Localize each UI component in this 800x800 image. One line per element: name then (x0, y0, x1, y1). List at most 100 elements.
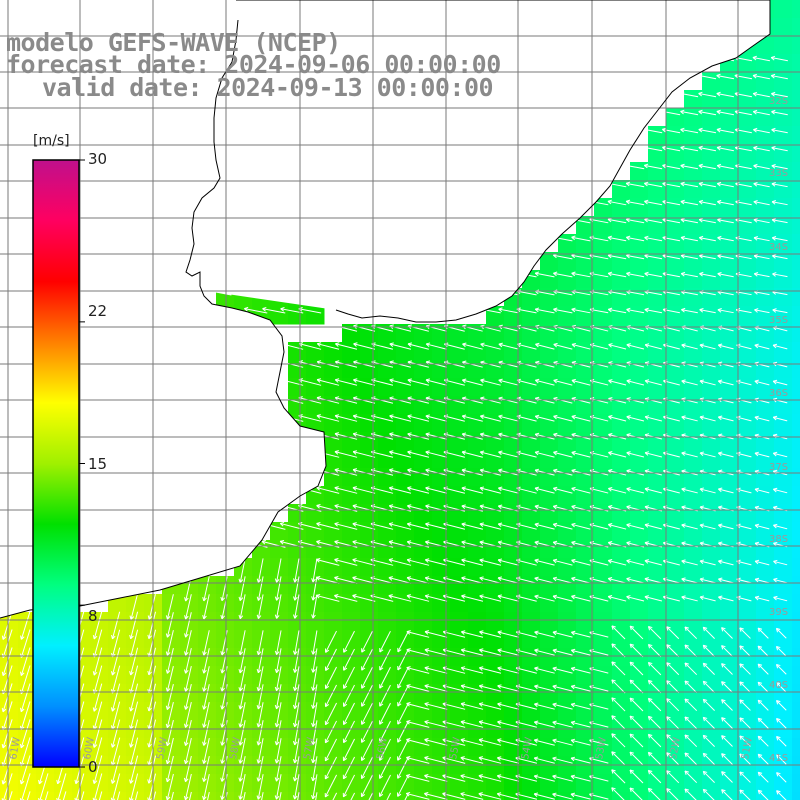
field-cell (738, 540, 757, 559)
wind-arrow (757, 717, 769, 729)
wind-arrow (165, 755, 174, 783)
wind-arrow (479, 648, 502, 656)
wind-arrow (626, 595, 645, 602)
field-cell (792, 558, 800, 577)
wind-arrow (352, 432, 376, 440)
field-cell (738, 648, 757, 667)
field-cell (54, 792, 73, 800)
wind-arrow (92, 611, 103, 640)
field-cell (270, 306, 289, 325)
field-cell (738, 558, 757, 577)
field-cell (702, 648, 721, 667)
wind-arrow (479, 450, 501, 458)
wind-arrow (405, 791, 430, 800)
field-cell (720, 612, 739, 631)
wind-arrow (274, 684, 282, 710)
field-cell (504, 612, 523, 631)
wind-arrow (647, 751, 662, 766)
wind-arrow (424, 702, 448, 710)
field-cell (432, 612, 451, 631)
field-cell (738, 378, 757, 397)
wind-arrow (702, 626, 715, 639)
field-cell (378, 738, 397, 757)
field-cell (720, 504, 739, 523)
wind-arrow (98, 791, 103, 800)
field-cell (720, 792, 739, 800)
wind-arrow (147, 683, 157, 712)
wind-arrow (698, 235, 716, 242)
wind-arrow (361, 648, 373, 671)
wind-arrow (397, 666, 409, 689)
wind-arrow (717, 415, 734, 422)
wind-arrow (757, 645, 769, 657)
wind-arrow (152, 791, 157, 800)
wind-arrow (702, 752, 715, 765)
wind-arrow (497, 666, 520, 674)
field-cell (738, 396, 757, 415)
wind-arrow (334, 414, 358, 422)
wind-arrow (478, 738, 502, 746)
wind-arrow (274, 648, 282, 674)
wind-arrow (316, 450, 340, 458)
wind-arrow (460, 774, 484, 782)
field-cell (432, 792, 451, 800)
wind-arrow (207, 306, 232, 314)
field-cell (252, 612, 271, 631)
wind-arrow (681, 451, 698, 458)
wind-arrow (183, 702, 192, 728)
wind-arrow (238, 702, 246, 728)
field-cell (792, 450, 800, 469)
wind-arrow (352, 558, 376, 566)
colorbar-tick-label: 15 (88, 455, 108, 473)
wind-arrow (279, 792, 282, 800)
wind-arrow (716, 109, 735, 116)
wind-arrow (571, 235, 591, 242)
wind-arrow (397, 720, 409, 743)
wind-arrow (92, 719, 103, 748)
wind-arrow (316, 468, 340, 476)
wind-arrow (753, 127, 770, 134)
wind-arrow (497, 648, 519, 656)
wind-arrow (666, 626, 680, 640)
field-cell (648, 684, 667, 703)
colorbar-tick-label: 22 (88, 302, 108, 320)
field-cell (738, 414, 757, 433)
wind-arrow (552, 576, 573, 584)
field-cell (738, 162, 757, 181)
wind-arrow (629, 697, 644, 712)
wind-arrow (352, 522, 376, 530)
wind-arrow (368, 792, 374, 800)
wind-arrow (739, 627, 751, 639)
field-cell (684, 252, 703, 271)
field-cell (756, 126, 775, 145)
wind-arrow (753, 181, 770, 188)
wind-arrow (680, 181, 699, 188)
wind-arrow (134, 791, 139, 800)
wind-arrow (702, 644, 715, 657)
wind-arrow (460, 756, 484, 764)
field-cell (630, 702, 649, 721)
wind-arrow (424, 576, 448, 584)
field-cell (648, 702, 667, 721)
wind-arrow (739, 735, 751, 747)
wind-arrow (611, 751, 626, 766)
wind-arrow (8, 791, 13, 800)
wind-arrow (570, 684, 591, 692)
wind-arrow (292, 702, 300, 728)
wind-arrow (26, 791, 31, 800)
wind-arrow (184, 612, 192, 638)
wind-arrow (478, 774, 502, 782)
wind-arrow (311, 738, 318, 764)
field-cell (684, 360, 703, 379)
wind-arrow (607, 558, 627, 566)
field-cell (756, 792, 775, 800)
wind-arrow (389, 378, 412, 386)
wind-arrow (324, 702, 338, 726)
wind-arrow (292, 630, 300, 655)
wind-arrow (388, 522, 412, 530)
field-cell (792, 0, 800, 19)
field-cell (36, 792, 55, 800)
wind-arrow (757, 735, 769, 747)
field-cell (702, 630, 721, 649)
field-cell (738, 180, 757, 199)
